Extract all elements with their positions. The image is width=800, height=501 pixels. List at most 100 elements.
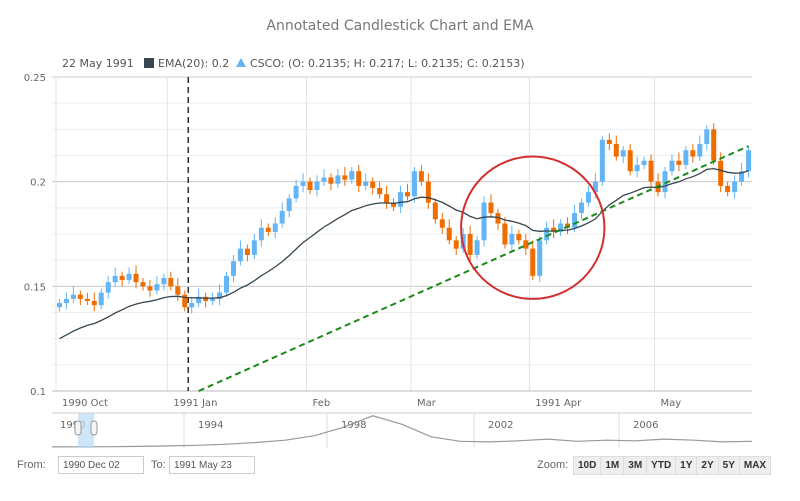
candle-body: [63, 298, 69, 304]
candle-body: [265, 227, 271, 232]
candle-body: [147, 286, 153, 291]
candle-body: [398, 192, 404, 207]
candle-body: [230, 261, 236, 276]
navigator-year-label: 1998: [341, 420, 366, 431]
candle-body: [258, 227, 264, 241]
candle-body: [126, 273, 132, 281]
candle-body: [690, 150, 696, 157]
legend-date: 22 May 1991: [62, 57, 134, 70]
candle-body: [648, 160, 654, 182]
candle-body: [56, 303, 62, 308]
candle-body: [377, 187, 383, 195]
candle-body: [592, 181, 598, 193]
candle-body: [572, 213, 578, 228]
candle-body: [279, 210, 285, 224]
candle-body: [244, 248, 250, 255]
y-tick-label: 0.1: [30, 387, 46, 398]
candle-body: [404, 192, 410, 197]
candle-body: [627, 150, 633, 172]
candle-body: [363, 181, 369, 186]
navigator-year-label: 2002: [488, 420, 513, 431]
candle-body: [119, 275, 125, 281]
chart-title: Annotated Candlestick Chart and EMA: [266, 18, 534, 34]
candle-body: [411, 171, 417, 197]
candle-body: [481, 202, 487, 241]
candle-body: [418, 171, 424, 182]
candle-body: [286, 198, 292, 211]
candle-body: [105, 282, 111, 293]
candle-body: [321, 177, 327, 182]
navigator-handle[interactable]: [90, 420, 98, 436]
zoom-button-ytd[interactable]: YTD: [646, 457, 675, 474]
navigator-handle[interactable]: [74, 420, 82, 436]
candle-body: [523, 240, 529, 249]
triangle-up-icon: [236, 58, 246, 67]
from-label: From:: [17, 459, 46, 471]
candle-body: [606, 139, 612, 144]
candle-body: [634, 164, 640, 172]
zoom-button-3m[interactable]: 3M: [623, 457, 646, 474]
y-tick-label: 0.15: [24, 282, 46, 293]
to-label: To:: [151, 459, 166, 471]
candle-body: [697, 143, 703, 157]
candle-body: [335, 175, 341, 184]
to-date-input[interactable]: 1991 May 23: [169, 456, 255, 474]
from-date-input[interactable]: 1990 Dec 02: [58, 456, 144, 474]
candle-body: [613, 143, 619, 157]
candle-body: [210, 298, 216, 301]
candle-body: [704, 129, 710, 144]
candle-body: [307, 181, 313, 191]
candle-body: [328, 177, 334, 184]
candle-body: [467, 234, 473, 255]
candle-body: [585, 192, 591, 203]
candle-body: [133, 273, 139, 283]
candle-body: [509, 234, 515, 245]
candle-body: [746, 150, 752, 172]
candle-body: [189, 303, 195, 308]
candle-body: [384, 194, 390, 203]
candle-body: [439, 219, 445, 228]
y-tick-label: 0.2: [30, 178, 46, 189]
candle-body: [453, 240, 459, 249]
candle-body: [676, 160, 682, 165]
y-tick-label: 0.25: [24, 73, 46, 84]
zoom-button-1m[interactable]: 1M: [600, 457, 623, 474]
navigator-year-label: 1990: [60, 420, 85, 431]
zoom-button-1y[interactable]: 1Y: [675, 457, 696, 474]
navigator-year-label: 2006: [633, 420, 658, 431]
candle-body: [669, 160, 675, 172]
x-tick-label: Feb: [313, 398, 331, 409]
zoom-button-2y[interactable]: 2Y: [696, 457, 717, 474]
candle-body: [425, 181, 431, 203]
candle-body: [432, 202, 438, 220]
zoom-button-10d[interactable]: 10D: [578, 460, 597, 471]
x-tick-label: 1991 Apr: [535, 398, 582, 409]
ema-legend-swatch: [144, 58, 154, 68]
candle-body: [683, 150, 689, 165]
candle-body: [370, 181, 376, 188]
legend-ema: EMA(20): 0.2: [158, 57, 229, 70]
candle-body: [196, 296, 202, 304]
navigator-selection[interactable]: [78, 413, 94, 448]
candle-body: [77, 294, 83, 299]
candle-body: [237, 248, 243, 262]
zoom-button-5y[interactable]: 5Y: [717, 457, 739, 474]
ema-line: [59, 167, 749, 340]
candle-body: [537, 240, 543, 276]
candle-body: [446, 227, 452, 241]
candle-body: [495, 213, 501, 224]
candle-body: [314, 181, 320, 191]
x-tick-label: Mar: [417, 398, 437, 409]
candle-body: [272, 223, 278, 232]
navigator-year-label: 1994: [198, 420, 223, 431]
zoom-button-max[interactable]: MAX: [738, 457, 770, 474]
candle-body: [718, 160, 724, 186]
candle-body: [293, 185, 299, 199]
candle-body: [140, 282, 146, 287]
candle-body: [711, 129, 717, 161]
candle-body: [70, 294, 76, 299]
candle-body: [599, 139, 605, 182]
candle-body: [91, 300, 97, 306]
